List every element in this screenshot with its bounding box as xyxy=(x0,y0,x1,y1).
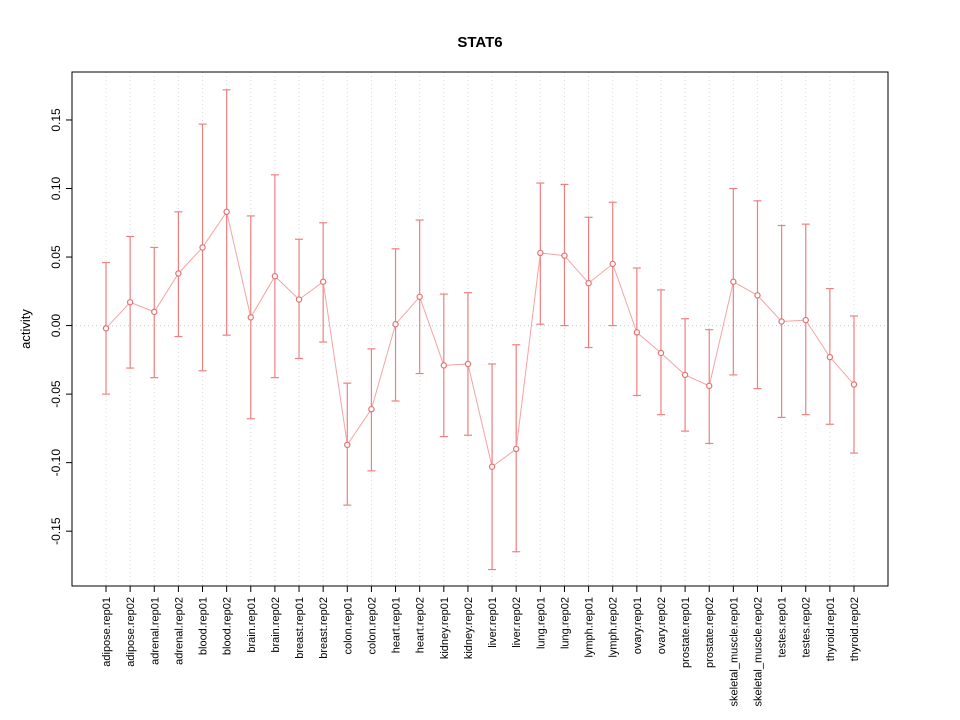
data-point xyxy=(706,382,713,390)
x-tick-label: skeletal_muscle.rep02 xyxy=(752,597,764,706)
data-point xyxy=(609,260,616,268)
x-tick-label: adipose.rep02 xyxy=(125,597,137,667)
x-tick-label: testes.rep01 xyxy=(777,597,789,658)
x-tick-label: colon.rep01 xyxy=(342,597,354,655)
data-point xyxy=(512,445,520,453)
x-tick-label: testes.rep02 xyxy=(801,597,813,658)
data-point xyxy=(730,278,737,285)
y-tick-label: 0.10 xyxy=(49,177,63,201)
data-point xyxy=(199,244,206,251)
plot-frame xyxy=(71,71,889,587)
x-tick-label: blood.rep02 xyxy=(222,597,234,655)
data-point xyxy=(344,441,351,449)
data-point xyxy=(126,299,134,306)
data-point xyxy=(826,353,834,361)
x-tick-label: brain.rep02 xyxy=(270,597,282,653)
x-tick-label: prostate.rep01 xyxy=(680,597,692,668)
y-tick-label: -0.15 xyxy=(49,517,63,545)
x-tick-label: thyroid.rep01 xyxy=(825,597,837,661)
x-tick-label: adrenal.rep02 xyxy=(173,597,185,665)
data-point xyxy=(175,270,182,277)
data-point xyxy=(440,362,448,369)
data-point xyxy=(850,381,858,388)
data-point xyxy=(102,325,110,332)
y-tick-label: -0.10 xyxy=(49,449,63,477)
data-point xyxy=(657,349,665,357)
x-tick-label: lymph.rep01 xyxy=(584,597,596,658)
plot-area: -0.15 -0.10 -0.05 0.00 0.05 0.10 0.15 adipose.r… xyxy=(49,71,889,706)
data-point xyxy=(537,249,544,257)
x-tick-label: brain.rep01 xyxy=(246,597,258,653)
x-tick-label: thyroid.rep02 xyxy=(849,597,861,661)
x-tick-label: adipose.rep01 xyxy=(101,597,113,667)
data-point xyxy=(416,293,423,300)
data-point xyxy=(151,308,158,316)
x-tick-label: ovary.rep02 xyxy=(656,597,668,654)
x-tick-label: blood.rep01 xyxy=(198,597,210,655)
data-point xyxy=(488,463,496,470)
data-point xyxy=(778,318,785,325)
x-tick-label: breast.rep02 xyxy=(318,597,330,659)
data-point xyxy=(464,360,472,368)
x-tick-label: lymph.rep02 xyxy=(608,597,620,658)
data-point xyxy=(633,329,641,336)
data-point xyxy=(295,296,303,303)
data-point xyxy=(223,208,230,216)
data-point xyxy=(392,321,399,328)
data-point xyxy=(368,405,375,413)
x-tick-label: heart.rep02 xyxy=(415,597,427,653)
y-tick-label: 0.15 xyxy=(49,108,63,132)
data-point xyxy=(271,273,279,280)
x-tick-label: lung.rep01 xyxy=(535,597,547,649)
data-point xyxy=(319,278,327,285)
x-tick-label: kidney.rep02 xyxy=(463,597,475,659)
data-point xyxy=(802,316,809,324)
y-tick-label: 0.00 xyxy=(49,314,63,338)
y-tick-label: 0.05 xyxy=(49,245,63,269)
series-connector-line xyxy=(105,210,855,468)
x-tick-label: liver.rep02 xyxy=(511,597,523,648)
x-tick-label: heart.rep01 xyxy=(391,597,403,653)
y-tick-label: -0.05 xyxy=(49,380,63,408)
data-point xyxy=(561,252,568,259)
data-point xyxy=(247,314,254,321)
x-tick-label: skeletal_muscle.rep01 xyxy=(728,597,740,706)
x-tick-label: adrenal.rep01 xyxy=(149,597,161,665)
data-point xyxy=(754,292,761,299)
x-tick-label: prostate.rep02 xyxy=(704,597,716,668)
x-tick-label: lung.rep02 xyxy=(559,597,571,649)
data-point xyxy=(681,371,689,379)
chart-title: STAT6 xyxy=(457,34,502,51)
x-tick-label: breast.rep01 xyxy=(294,597,306,659)
data-point xyxy=(585,279,592,287)
x-tick-label: ovary.rep01 xyxy=(632,597,644,654)
x-tick-label: kidney.rep01 xyxy=(439,597,451,659)
y-axis-label: activity xyxy=(18,309,33,349)
x-tick-label: liver.rep01 xyxy=(487,597,499,648)
x-tick-label: colon.rep02 xyxy=(366,597,378,655)
